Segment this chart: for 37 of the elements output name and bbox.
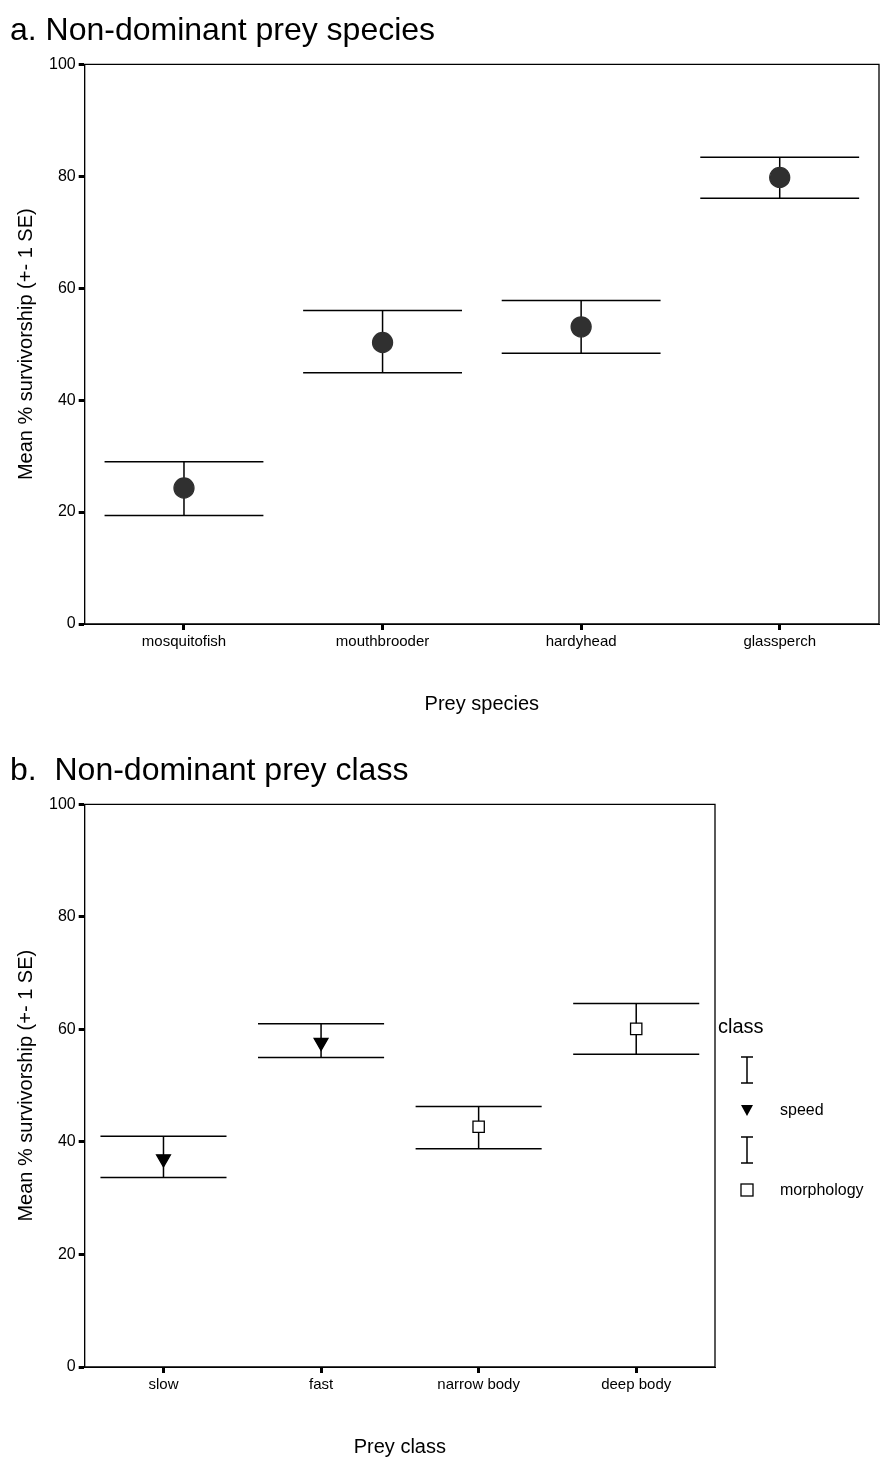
point [313,1037,329,1052]
x-tick-label: glassperch [743,632,816,650]
x-tick-label: mosquitofish [141,632,227,650]
y-tick-label: 80 [57,166,76,184]
y-tick-label: 60 [57,278,76,296]
y-axis-title: Mean % survivorship (+- 1 SE) [13,949,36,1222]
legend-label: morphology [780,1181,864,1199]
y-tick-label: 40 [57,1132,76,1150]
x-tick-label: slow [148,1375,179,1393]
x-tick-label: mouthbrooder [335,632,430,650]
x-tick-label: fast [308,1375,334,1393]
y-tick-label: 100 [48,794,76,812]
x-tick-label: narrow body [437,1375,521,1393]
y-tick-label: 0 [66,614,76,632]
chart-title: b. Non-dominant prey class [10,751,409,788]
point [570,316,592,338]
y-tick-label: 100 [48,54,76,72]
x-axis-title: Prey species [424,691,540,714]
x-tick-label: hardyhead [545,632,617,650]
point [472,1120,485,1134]
point [769,166,791,189]
x-tick-label: deep body [601,1375,672,1393]
point [173,477,195,499]
y-tick-label: 20 [57,502,76,520]
y-tick-label: 40 [57,390,76,408]
y-tick-label: 0 [66,1357,76,1375]
chart-title: a. Non-dominant prey species [10,11,436,48]
point [371,331,394,354]
y-axis-title: Mean % survivorship (+- 1 SE) [13,208,36,481]
x-axis-title: Prey class [353,1434,446,1457]
y-tick-label: 80 [57,907,76,925]
point [629,1022,643,1036]
point [155,1154,172,1168]
y-tick-label: 20 [57,1244,76,1262]
legend-label: speed [780,1101,824,1119]
y-tick-label: 60 [57,1019,76,1037]
legend-title: class [718,1015,765,1038]
